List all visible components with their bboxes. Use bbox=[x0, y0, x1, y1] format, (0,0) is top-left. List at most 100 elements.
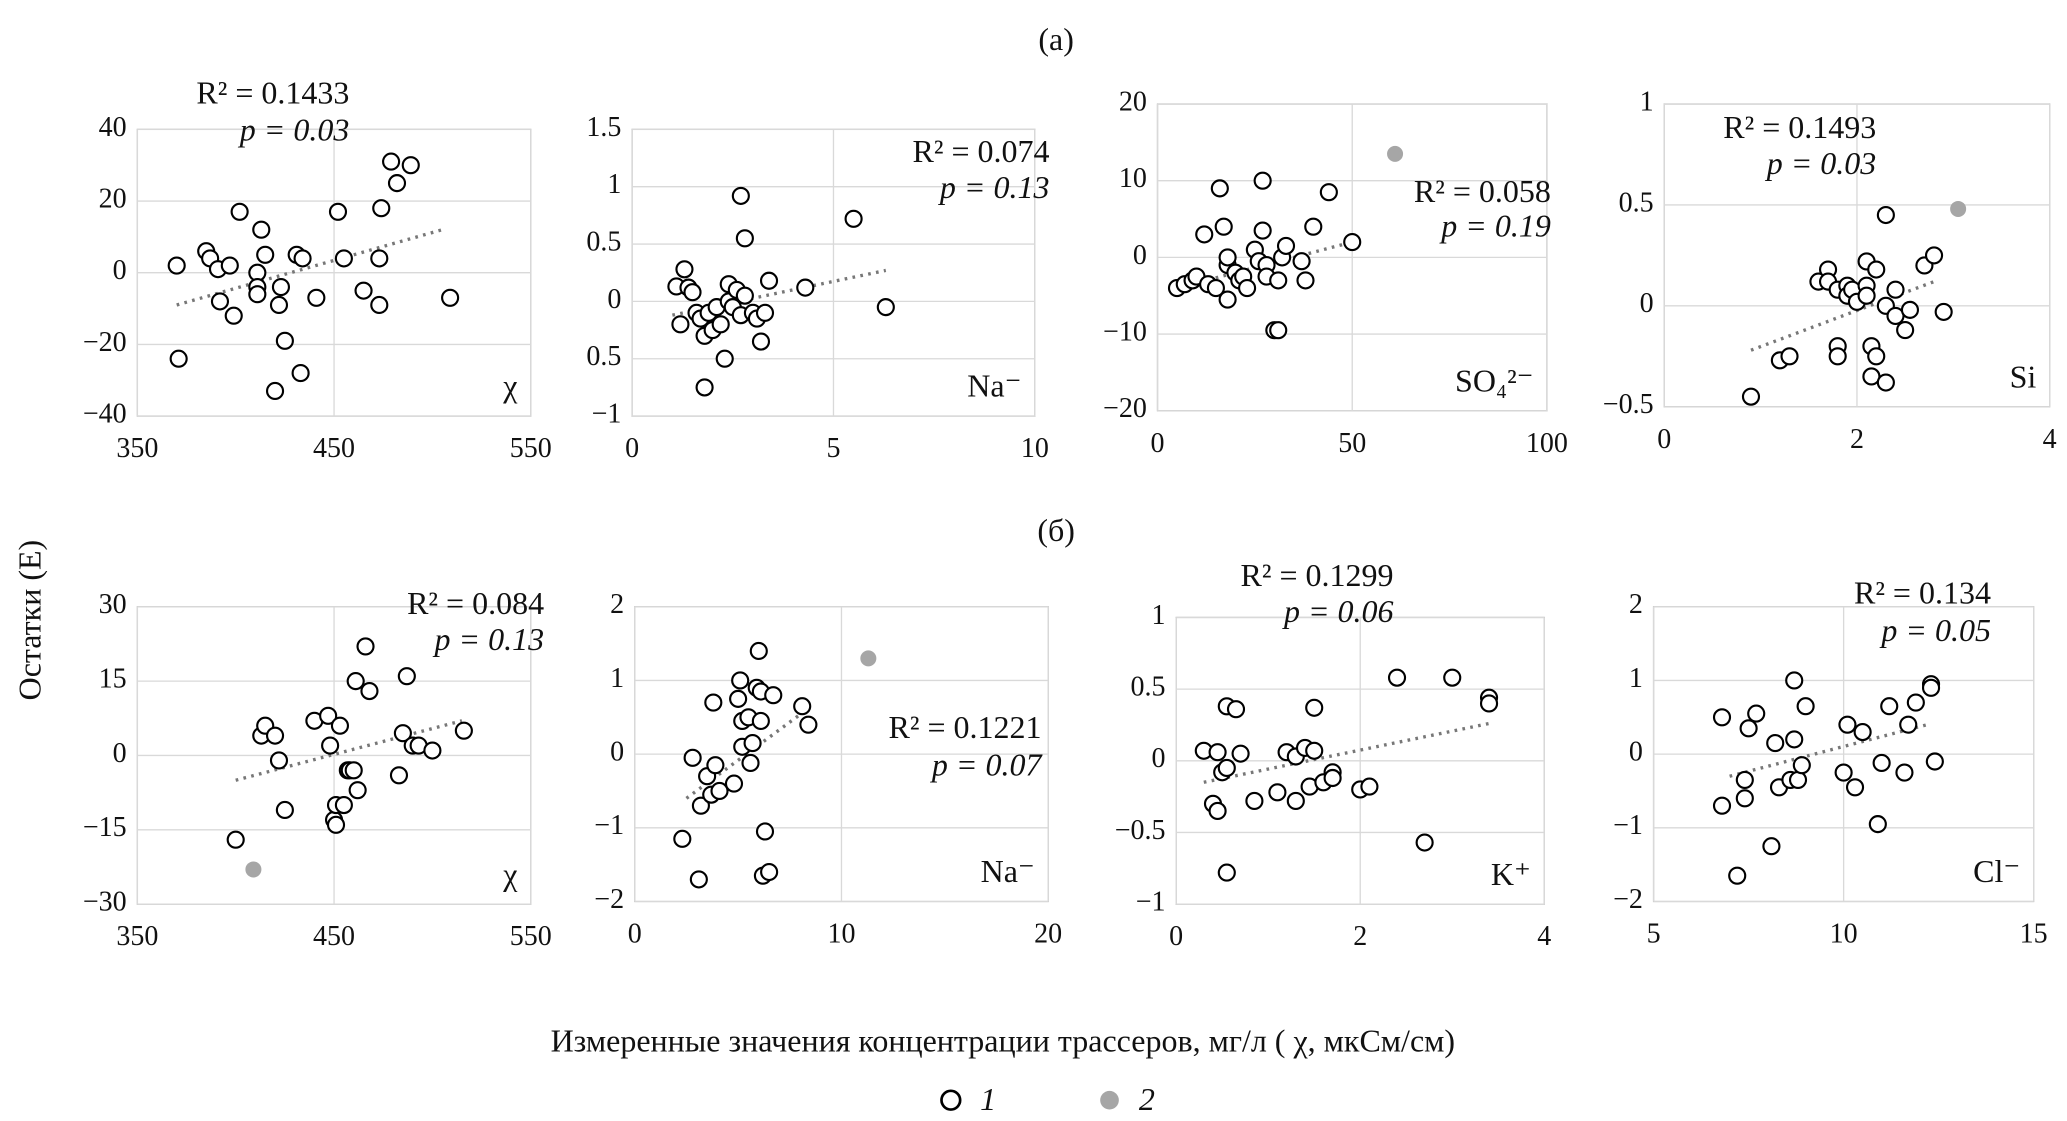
y-tick-label: 1 bbox=[610, 663, 624, 694]
annotation: R² = 0.084 bbox=[407, 585, 544, 621]
y-tick-label: −2 bbox=[1613, 884, 1643, 915]
point bbox=[1319, 183, 1338, 202]
x-tick-label: 5 bbox=[826, 433, 840, 464]
point bbox=[1712, 708, 1732, 727]
point bbox=[293, 249, 312, 268]
annotation: R² = 0.1433 bbox=[196, 74, 349, 110]
x-tick-label: 20 bbox=[1034, 919, 1062, 950]
point bbox=[1747, 704, 1766, 723]
point bbox=[1741, 387, 1761, 406]
point bbox=[1323, 768, 1342, 788]
panel-label: (а) bbox=[1038, 21, 1074, 57]
point bbox=[1876, 205, 1895, 225]
y-tick-label: −15 bbox=[83, 812, 127, 843]
point bbox=[1387, 145, 1404, 162]
y-tick-label: 0 bbox=[1152, 743, 1166, 774]
point bbox=[743, 734, 762, 753]
x-tick-label: 0 bbox=[1151, 428, 1165, 459]
point bbox=[269, 751, 289, 770]
trend-line bbox=[176, 228, 443, 307]
point bbox=[755, 822, 775, 841]
y-tick-label: 15 bbox=[99, 664, 127, 695]
point bbox=[796, 278, 815, 297]
y-tick-label: 0 bbox=[1640, 288, 1654, 319]
point bbox=[1792, 756, 1811, 775]
point bbox=[711, 315, 730, 334]
point bbox=[370, 295, 389, 315]
point bbox=[1925, 752, 1944, 771]
point bbox=[741, 753, 760, 773]
y-tick-label: 30 bbox=[99, 589, 127, 620]
x-tick-label: 350 bbox=[116, 433, 158, 464]
axis-tracer-label: Si bbox=[2010, 358, 2037, 394]
y-tick-label: −20 bbox=[1103, 393, 1147, 424]
point bbox=[245, 861, 262, 878]
point bbox=[387, 174, 407, 193]
y-tick-label: 0 bbox=[1133, 240, 1147, 271]
annotation: p = 0.03 bbox=[1765, 145, 1877, 181]
x-tick-label: 2 bbox=[1850, 424, 1864, 455]
point bbox=[328, 202, 348, 221]
point bbox=[1845, 778, 1865, 797]
annotation: p = 0.13 bbox=[432, 621, 544, 657]
point bbox=[1305, 698, 1324, 717]
x-tick-label: 10 bbox=[1021, 433, 1049, 464]
point bbox=[269, 295, 289, 315]
point bbox=[344, 761, 363, 780]
point bbox=[1896, 320, 1915, 340]
point bbox=[760, 862, 779, 882]
point bbox=[1712, 796, 1732, 815]
point bbox=[275, 800, 294, 820]
point bbox=[393, 724, 412, 743]
point bbox=[706, 756, 725, 775]
y-tick-label: −10 bbox=[1103, 316, 1147, 347]
annotation: R² = 0.1299 bbox=[1241, 557, 1394, 593]
axis-tracer-label: SO₄²⁻ bbox=[1455, 362, 1534, 398]
point bbox=[1208, 801, 1227, 821]
point bbox=[1217, 863, 1236, 882]
point bbox=[348, 781, 367, 800]
y-tick-label: 2 bbox=[610, 589, 624, 620]
x-tick-label: 10 bbox=[1830, 919, 1858, 950]
axis-tracer-label: K⁺ bbox=[1491, 856, 1531, 892]
y-tick-label: 1 bbox=[607, 169, 621, 200]
y-tick-label: 0.5 bbox=[1619, 187, 1654, 218]
point bbox=[729, 689, 748, 708]
point bbox=[799, 715, 818, 734]
trend-line bbox=[1203, 721, 1490, 784]
point bbox=[793, 697, 812, 716]
point bbox=[1479, 694, 1499, 713]
point bbox=[169, 349, 188, 368]
point bbox=[1906, 693, 1925, 712]
y-tick-label: −1 bbox=[594, 810, 624, 841]
point bbox=[307, 288, 326, 307]
annotation: p = 0.13 bbox=[938, 169, 1050, 205]
axis-tracer-label: χ bbox=[502, 368, 518, 404]
point bbox=[224, 306, 243, 325]
point bbox=[370, 249, 389, 268]
y-axis-label: Остатки (E) bbox=[12, 540, 48, 701]
point bbox=[1268, 783, 1287, 802]
point bbox=[1900, 300, 1920, 319]
point bbox=[1231, 744, 1250, 763]
point bbox=[710, 781, 729, 801]
point bbox=[356, 637, 375, 656]
point bbox=[1796, 697, 1815, 716]
y-tick-label: −1 bbox=[1613, 810, 1643, 841]
point bbox=[1343, 232, 1362, 252]
point bbox=[1857, 286, 1876, 305]
point bbox=[764, 686, 783, 705]
point bbox=[334, 795, 353, 815]
point bbox=[1785, 730, 1804, 749]
annotation: R² = 0.074 bbox=[913, 133, 1050, 169]
point bbox=[265, 381, 285, 401]
annotation: p = 0.06 bbox=[1282, 593, 1394, 629]
y-tick-label: 0.5 bbox=[586, 341, 621, 372]
y-tick-label: 0 bbox=[610, 737, 624, 768]
annotation: R² = 0.134 bbox=[1854, 574, 1991, 610]
point bbox=[423, 741, 442, 760]
point bbox=[1206, 278, 1225, 298]
point bbox=[346, 672, 365, 691]
point bbox=[1276, 236, 1296, 255]
annotation: p = 0.05 bbox=[1879, 612, 1991, 648]
